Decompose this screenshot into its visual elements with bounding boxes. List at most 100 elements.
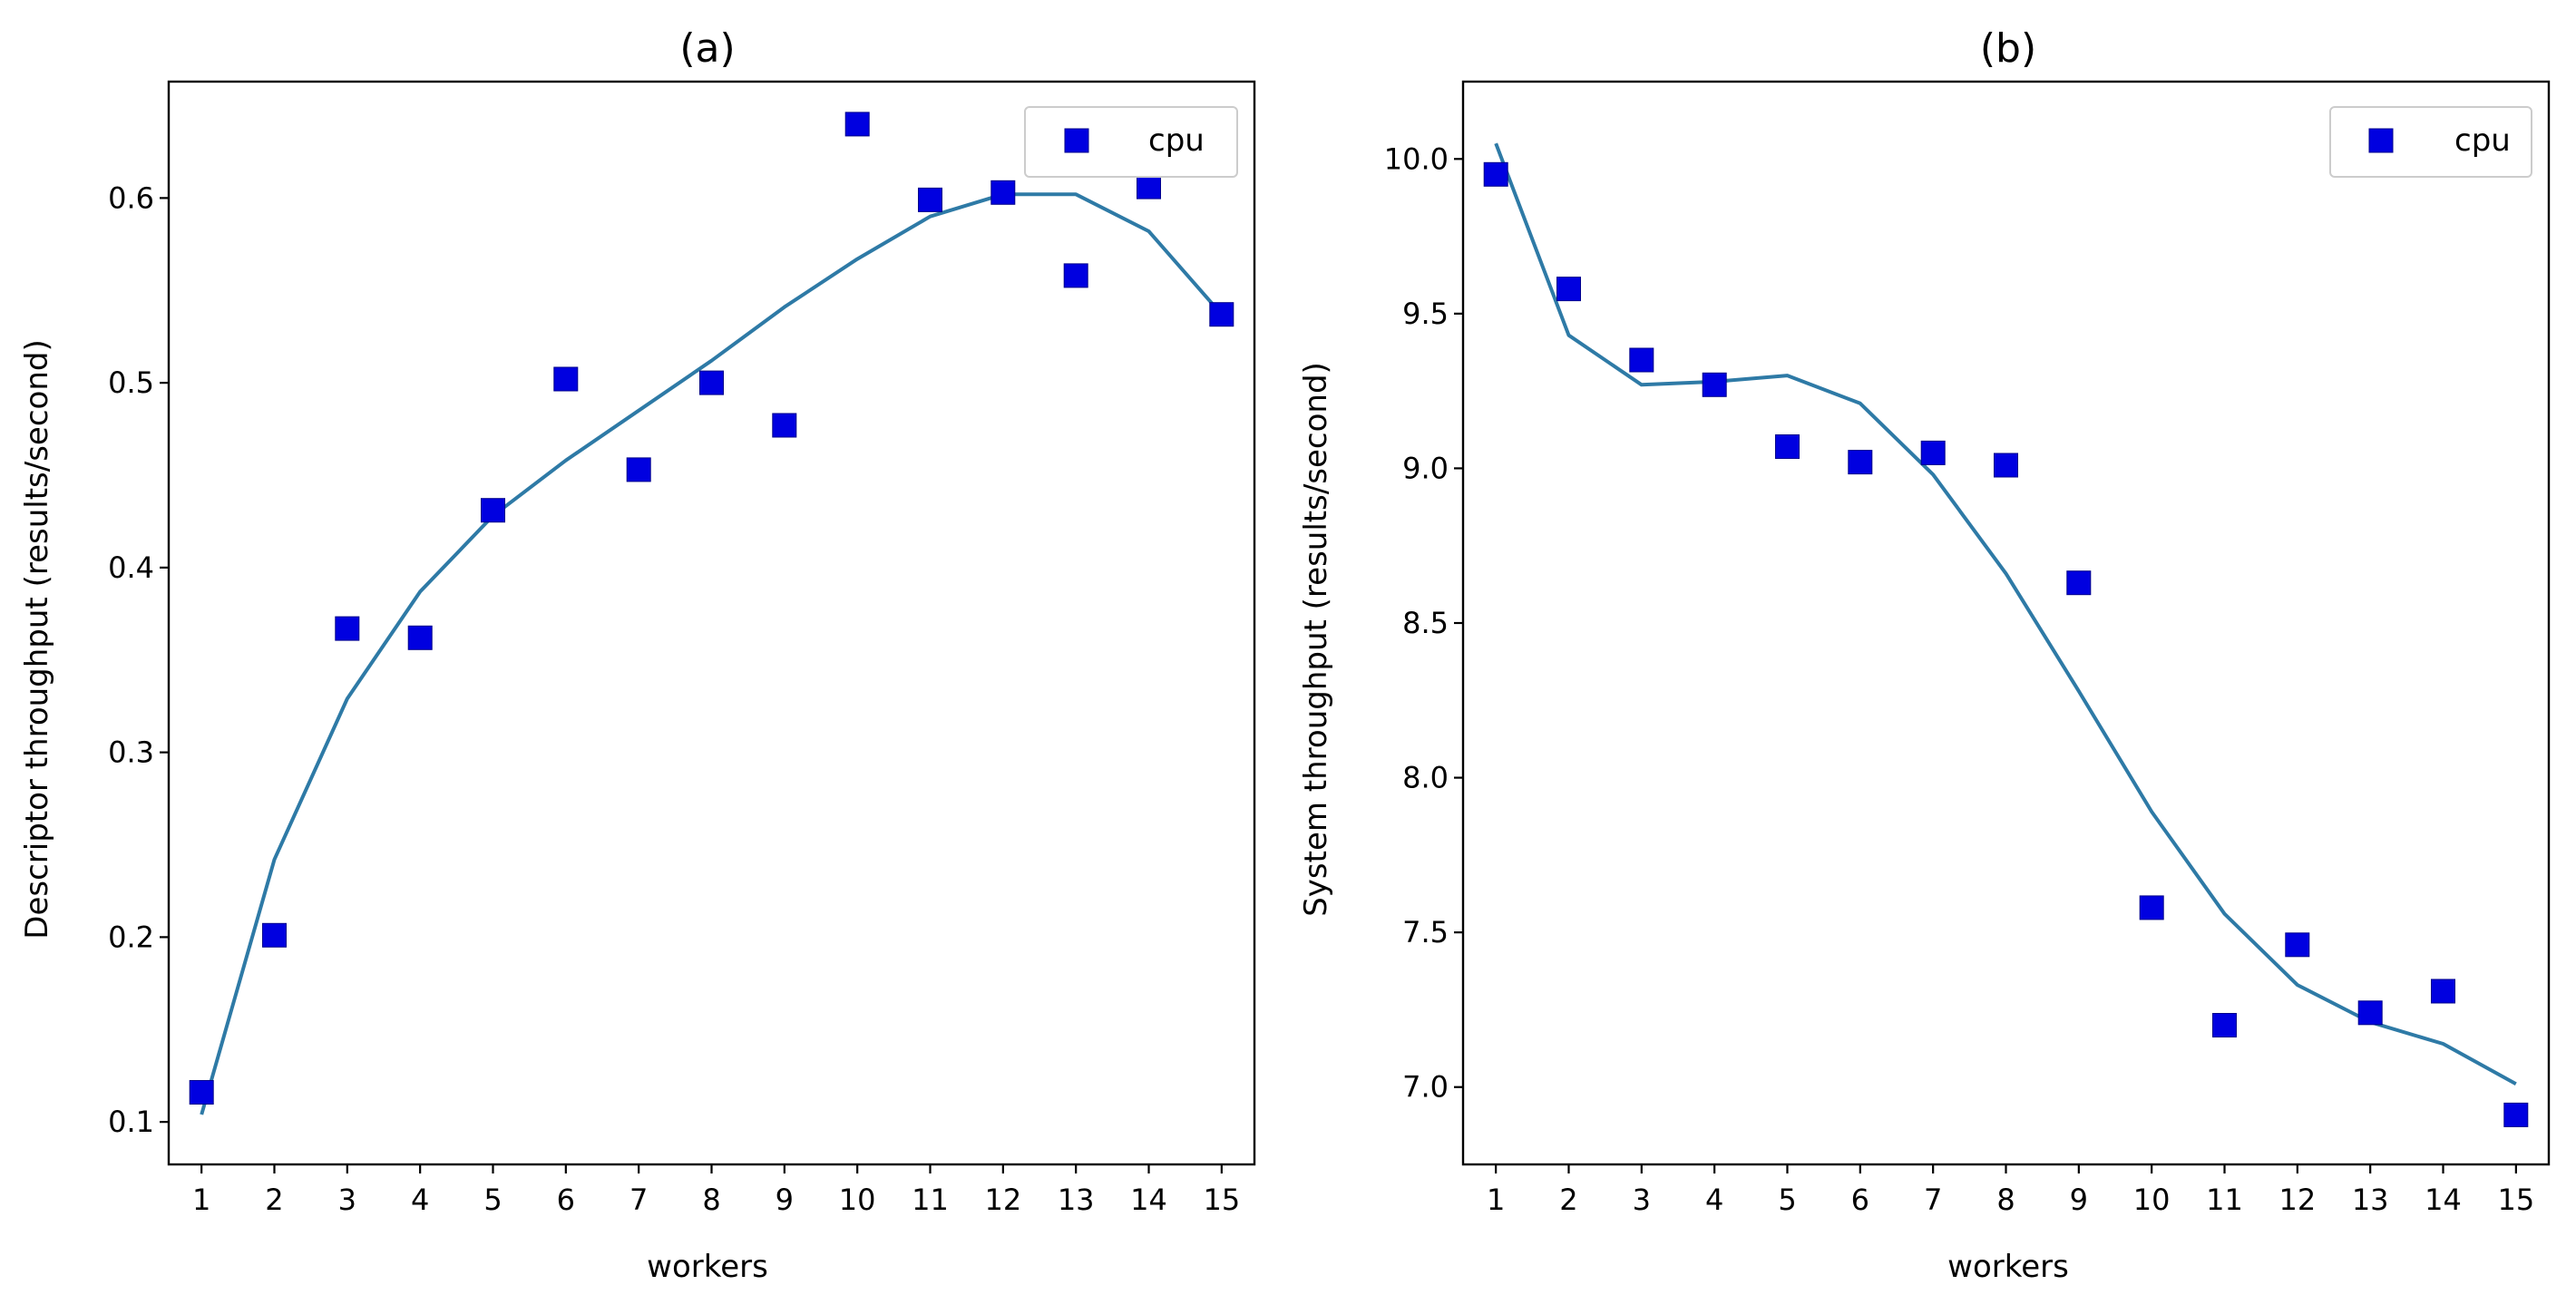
chart-a-ytick-label: 0.6	[108, 180, 154, 215]
chart-a-xtick-label: 2	[265, 1183, 283, 1217]
chart-a-point	[407, 625, 433, 650]
chart-b-point	[2066, 570, 2092, 596]
chart-a-point	[626, 457, 651, 482]
chart-a-point	[772, 413, 797, 438]
chart-a-point	[699, 370, 724, 395]
chart-b-xtick-label: 10	[2133, 1183, 2171, 1217]
chart-b-xtick-label: 5	[1778, 1183, 1796, 1217]
chart-a-point	[1063, 263, 1088, 288]
chart-b-point	[2285, 932, 2310, 958]
chart-b-ytick-label: 9.5	[1402, 297, 1449, 331]
chart-b-ytick-label: 7.5	[1402, 915, 1449, 949]
chart-a-ytick-label: 0.1	[108, 1105, 154, 1139]
chart-a-ytick-label: 0.3	[108, 735, 154, 770]
chart-panel-a: (a) Descriptor throughput (results/secon…	[19, 25, 1256, 1285]
chart-a-xtick-label: 3	[338, 1183, 356, 1217]
chart-a-trend-line	[200, 192, 1224, 1115]
chart-b-trend-line	[1494, 142, 2517, 1086]
chart-b-point	[1994, 453, 2018, 478]
chart-a-xtick-label: 14	[1130, 1183, 1167, 1217]
chart-b-legend-marker	[2368, 128, 2394, 153]
chart-a-plot	[189, 112, 1234, 1115]
chart-b-ytick-label: 9.0	[1402, 451, 1449, 485]
chart-b-point	[1702, 372, 1727, 397]
chart-b-xtick-label: 2	[1559, 1183, 1577, 1217]
chart-a-ylabel: Descriptor throughput (results/second)	[19, 339, 55, 939]
chart-b-xtick-label: 15	[2497, 1183, 2534, 1217]
chart-a-point	[481, 498, 505, 523]
chart-b-xtick-label: 3	[1633, 1183, 1651, 1217]
chart-b-plot	[1483, 142, 2529, 1127]
chart-b-legend: cpu	[2329, 106, 2532, 178]
chart-a-xtick-label: 9	[776, 1183, 794, 1217]
chart-a-legend: cpu	[1024, 106, 1238, 178]
chart-a-legend-marker	[1064, 128, 1089, 153]
chart-b-xtick-label: 9	[2070, 1183, 2088, 1217]
chart-a-frame	[167, 80, 1256, 1166]
chart-a-yticks: 0.1 0.2 0.3 0.4 0.5 0.6	[108, 180, 169, 1139]
chart-a-point	[1137, 174, 1161, 200]
chart-a-legend-box	[1024, 106, 1238, 178]
chart-a-ytick-label: 0.2	[108, 920, 154, 954]
chart-a-title: (a)	[679, 25, 735, 72]
chart-b-frame	[1461, 80, 2551, 1166]
chart-b-point	[2139, 895, 2164, 920]
chart-b-xtick-label: 1	[1487, 1183, 1505, 1217]
chart-b-ytick-label: 10.0	[1384, 141, 1449, 176]
chart-a-point	[1209, 302, 1234, 327]
chart-a-point	[262, 922, 287, 948]
chart-a-xtick-label: 8	[702, 1183, 720, 1217]
chart-a-ytick-label: 0.5	[108, 365, 154, 400]
chart-a-point	[189, 1080, 214, 1105]
chart-panel-b: (b) System throughput (results/second) w…	[1298, 25, 2551, 1285]
chart-b-point	[1848, 450, 1873, 475]
chart-b-xtick-label: 8	[1996, 1183, 2015, 1217]
chart-a-legend-label: cpu	[1148, 122, 1205, 159]
chart-b-title: (b)	[1980, 25, 2036, 72]
chart-b-legend-label: cpu	[2454, 122, 2511, 159]
chart-a-point	[335, 616, 360, 641]
chart-b-xlabel: workers	[1947, 1249, 2069, 1285]
chart-a-xlabel: workers	[647, 1249, 768, 1285]
chart-a-xtick-label: 15	[1203, 1183, 1240, 1217]
chart-a-point	[553, 366, 579, 392]
chart-b-point	[1556, 277, 1581, 302]
chart-b-ytick-label: 7.0	[1402, 1070, 1449, 1105]
chart-a-point	[844, 112, 870, 137]
chart-b-legend-box	[2329, 106, 2532, 178]
chart-a-xtick-label: 6	[557, 1183, 575, 1217]
chart-a-xticks: 1 2 3 4 5 6 7 8 9 10 11 12 13 14 15	[192, 1164, 1240, 1217]
chart-a-xtick-label: 7	[629, 1183, 648, 1217]
chart-b-xticks: 1 2 3 4 5 6 7 8 9 10 11 12 13 14 15	[1487, 1164, 2534, 1217]
chart-b-yticks: 7.0 7.5 8.0 8.5 9.0 9.5 10.0	[1384, 141, 1463, 1105]
chart-b-xtick-label: 7	[1924, 1183, 1942, 1217]
chart-b-ytick-label: 8.0	[1402, 761, 1449, 795]
chart-a-xtick-label: 11	[912, 1183, 949, 1217]
chart-a-xtick-label: 13	[1058, 1183, 1095, 1217]
chart-b-point	[1920, 440, 1946, 465]
chart-a-xtick-label: 1	[192, 1183, 210, 1217]
chart-b-point	[1483, 161, 1508, 187]
chart-a-point	[990, 180, 1016, 205]
chart-a-xtick-label: 12	[984, 1183, 1021, 1217]
chart-b-ylabel: System throughput (results/second)	[1298, 362, 1334, 917]
chart-b-point	[1629, 347, 1654, 373]
chart-b-point	[1775, 434, 1800, 459]
chart-a-point	[918, 187, 942, 212]
chart-b-point	[2357, 1000, 2383, 1026]
chart-b-xtick-label: 12	[2278, 1183, 2316, 1217]
chart-a-xtick-label: 5	[483, 1183, 502, 1217]
chart-b-ytick-label: 8.5	[1402, 606, 1449, 640]
chart-b-point	[2212, 1013, 2237, 1037]
chart-b-xtick-label: 4	[1705, 1183, 1723, 1217]
chart-a-xtick-label: 10	[839, 1183, 876, 1217]
chart-b-xtick-label: 14	[2425, 1183, 2462, 1217]
chart-b-xtick-label: 13	[2352, 1183, 2389, 1217]
chart-b-xtick-label: 6	[1851, 1183, 1869, 1217]
chart-b-point	[2431, 979, 2455, 1004]
chart-b-xtick-label: 11	[2206, 1183, 2243, 1217]
chart-b-point	[2503, 1102, 2529, 1127]
chart-a-xtick-label: 4	[411, 1183, 429, 1217]
chart-a-ytick-label: 0.4	[108, 550, 154, 585]
